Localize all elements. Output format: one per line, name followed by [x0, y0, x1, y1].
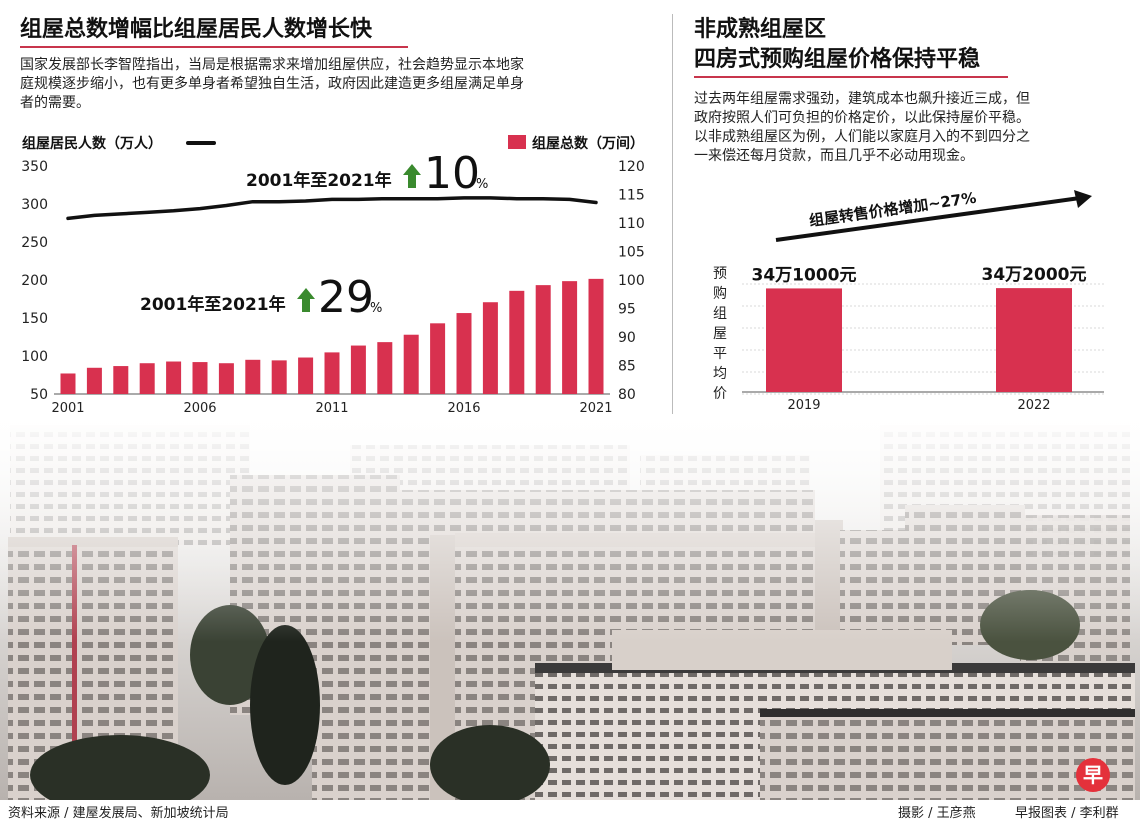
price-axis-label-char: 屋 [713, 326, 727, 342]
left-body-line: 国家发展部长李智陞指出，当局是根据需求来增加组屋供应，社会趋势显示本地家 [20, 57, 524, 73]
housing-units-bar [588, 278, 604, 394]
right-y-tick-label: 100 [618, 273, 645, 289]
price-axis-label-char: 平 [713, 346, 727, 362]
price-chart: 组屋转售价格增加~27%预购组屋平均价34万1000元201934万2000元2… [713, 189, 1104, 413]
left-y-tick-label: 50 [30, 387, 48, 403]
housing-units-bar [271, 360, 287, 394]
right-axis-legend-swatch [508, 135, 526, 149]
graphic-credit: 早报图表 / 李利群 [1015, 806, 1119, 821]
right-y-tick-label: 120 [618, 159, 645, 175]
price-axis-label-char: 价 [713, 386, 727, 402]
left-title: 组屋总数增幅比组屋居民人数增长快 [20, 17, 373, 42]
left-y-tick-label: 250 [21, 235, 48, 251]
housing-units-bar [350, 345, 366, 394]
up-arrow-icon [297, 288, 315, 312]
price-bar-2022 [996, 288, 1072, 392]
housing-units-bar [535, 285, 551, 394]
housing-units-bar [298, 357, 314, 394]
right-y-tick-label: 95 [618, 302, 636, 318]
housing-units-bar [86, 367, 102, 394]
residents-growth-prefix: 2001年至2021年 [246, 170, 392, 191]
price-data-label: 34万2000元 [982, 265, 1087, 285]
housing-growth-chart: 组屋居民人数（万人） 组屋总数（万间） 50 100 150 200 250 300 350… [21, 135, 645, 414]
right-title-line2: 四房式预购组屋价格保持平稳 [694, 47, 981, 72]
price-axis-label-char: 均 [713, 366, 727, 382]
housing-units-bar [509, 290, 525, 394]
right-body-line: 过去两年组屋需求强劲，建筑成本也飙升接近三成，但 [694, 91, 1030, 107]
column-divider [672, 14, 673, 414]
price-category-label: 2019 [787, 398, 820, 413]
left-y-tick-label: 350 [21, 159, 48, 175]
units-growth-prefix: 2001年至2021年 [140, 294, 286, 315]
housing-units-bar [324, 352, 340, 394]
housing-units-bar [403, 334, 419, 394]
arrow-head-icon [1074, 190, 1092, 208]
housing-units-bar [482, 302, 498, 394]
units-growth-unit: % [370, 301, 382, 316]
housing-units-bar [166, 361, 182, 394]
housing-units-bar [562, 281, 578, 394]
residents-growth-value: 10 [424, 148, 480, 199]
left-y-tick-label: 100 [21, 349, 48, 365]
up-arrow-icon [403, 164, 421, 188]
housing-units-bar [60, 373, 76, 394]
housing-units-bar [377, 342, 393, 394]
left-y-tick-label: 300 [21, 197, 48, 213]
left-y-tick-label: 150 [21, 311, 48, 327]
left-y-tick-label: 200 [21, 273, 48, 289]
left-axis-title: 组屋居民人数（万人） [22, 135, 162, 152]
right-axis-title: 组屋总数（万间） [532, 135, 644, 152]
residents-line [66, 196, 598, 221]
zaobao-logo-badge: 早 [1076, 758, 1110, 792]
right-title-line1: 非成熟组屋区 [694, 17, 827, 42]
right-y-tick-label: 85 [618, 359, 636, 375]
x-tick-label: 2001 [51, 401, 84, 414]
price-trend-arrow [775, 196, 1081, 242]
left-body-line: 者的需要。 [20, 95, 90, 111]
right-y-tick-label: 90 [618, 330, 636, 346]
price-category-label: 2022 [1017, 398, 1050, 413]
photo-credit: 摄影 / 王彦燕 [898, 806, 976, 821]
price-bar-2019 [766, 288, 842, 392]
right-y-tick-label: 110 [618, 216, 645, 232]
right-y-tick-label: 115 [618, 188, 645, 204]
price-axis-label-char: 组 [713, 306, 727, 322]
left-body-line: 庭规模逐步缩小，也有更多单身者希望独自生活，政府因此建造更多组屋满足单身 [20, 76, 524, 92]
units-growth-value: 29 [318, 272, 374, 323]
left-title-underline [20, 46, 408, 48]
right-body-line: 以非成熟组屋区为例，人们能以家庭月入的不到四分之 [694, 129, 1030, 145]
housing-units-bar [139, 363, 155, 394]
hdb-estate-photo [0, 405, 1140, 800]
right-body-text: 过去两年组屋需求强劲，建筑成本也飙升接近三成，但 政府按照人们可负担的价格定价，… [694, 90, 1134, 166]
right-y-tick-label: 80 [618, 387, 636, 403]
housing-units-bar [456, 313, 472, 394]
price-axis-label-char: 购 [713, 286, 727, 302]
right-y-tick-label: 105 [618, 245, 645, 261]
footer: 资料来源 / 建屋发展局、新加坡统计局 摄影 / 王彦燕 早报图表 / 李利群 [0, 800, 1140, 822]
x-tick-label: 2006 [183, 401, 216, 414]
source-credit: 资料来源 / 建屋发展局、新加坡统计局 [8, 806, 229, 821]
x-tick-label: 2016 [447, 401, 480, 414]
left-body-text: 国家发展部长李智陞指出，当局是根据需求来增加组屋供应，社会趋势显示本地家 庭规模… [20, 56, 660, 113]
right-body-line: 政府按照人们可负担的价格定价，以此保持屋价平稳。 [694, 110, 1030, 126]
price-axis-label-char: 预 [713, 266, 727, 282]
residents-growth-unit: % [476, 177, 488, 192]
housing-units-bar [113, 366, 129, 394]
right-title-underline [694, 76, 1008, 78]
housing-units-bar [430, 323, 446, 394]
housing-units-bar [192, 362, 208, 394]
right-body-line: 一来偿还每月贷款，而且几乎不必动用现金。 [694, 148, 974, 164]
price-data-label: 34万1000元 [752, 265, 857, 285]
x-tick-label: 2011 [315, 401, 348, 414]
x-tick-label: 2021 [579, 401, 612, 414]
housing-units-bar [218, 363, 234, 394]
housing-units-bar [245, 359, 261, 394]
